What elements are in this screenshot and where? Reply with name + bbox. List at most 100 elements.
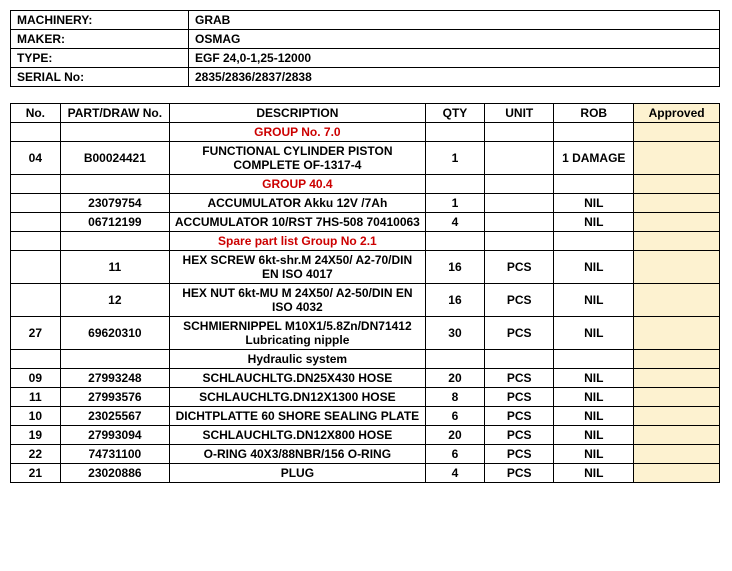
table-row: 2123020886PLUG4PCSNIL <box>11 464 720 483</box>
cell-unit <box>485 142 554 175</box>
cell-qty: 8 <box>425 388 484 407</box>
cell-part: 27993094 <box>60 426 169 445</box>
cell-no <box>11 123 61 142</box>
table-row: Hydraulic system <box>11 350 720 369</box>
cell-no: 10 <box>11 407 61 426</box>
cell-desc: O-RING 40X3/88NBR/156 O-RING <box>170 445 426 464</box>
table-row: 1127993576SCHLAUCHLTG.DN12X1300 HOSE8PCS… <box>11 388 720 407</box>
cell-rob: NIL <box>554 194 634 213</box>
cell-rob: NIL <box>554 464 634 483</box>
cell-qty: 4 <box>425 213 484 232</box>
cell-part <box>60 175 169 194</box>
cell-appr <box>634 369 720 388</box>
cell-rob: NIL <box>554 426 634 445</box>
cell-desc: ACCUMULATOR 10/RST 7HS-508 70410063 <box>170 213 426 232</box>
cell-desc: SCHLAUCHLTG.DN12X1300 HOSE <box>170 388 426 407</box>
cell-qty <box>425 175 484 194</box>
cell-desc: GROUP 40.4 <box>170 175 426 194</box>
cell-rob: NIL <box>554 388 634 407</box>
cell-no: 04 <box>11 142 61 175</box>
cell-part <box>60 232 169 251</box>
header-part: PART/DRAW No. <box>60 104 169 123</box>
cell-part: 06712199 <box>60 213 169 232</box>
cell-part: 27993248 <box>60 369 169 388</box>
meta-label-maker: MAKER: <box>11 30 189 49</box>
cell-rob: NIL <box>554 369 634 388</box>
cell-rob: NIL <box>554 407 634 426</box>
cell-part: 23079754 <box>60 194 169 213</box>
meta-label-machinery: MACHINERY: <box>11 11 189 30</box>
table-row: Spare part list Group No 2.1 <box>11 232 720 251</box>
table-row: 04B00024421FUNCTIONAL CYLINDER PISTON CO… <box>11 142 720 175</box>
header-rob: ROB <box>554 104 634 123</box>
cell-part: B00024421 <box>60 142 169 175</box>
cell-no: 27 <box>11 317 61 350</box>
meta-row-type: TYPE: EGF 24,0-1,25-12000 <box>11 49 720 68</box>
cell-part: 27993576 <box>60 388 169 407</box>
table-row: 23079754ACCUMULATOR Akku 12V /7Ah1 NIL <box>11 194 720 213</box>
cell-desc: HEX NUT 6kt-MU M 24X50/ A2-50/DIN EN ISO… <box>170 284 426 317</box>
cell-qty: 1 <box>425 194 484 213</box>
cell-desc: HEX SCREW 6kt-shr.M 24X50/ A2-70/DIN EN … <box>170 251 426 284</box>
cell-appr <box>634 213 720 232</box>
meta-table: MACHINERY: GRAB MAKER: OSMAG TYPE: EGF 2… <box>10 10 720 87</box>
header-desc: DESCRIPTION <box>170 104 426 123</box>
header-unit: UNIT <box>485 104 554 123</box>
cell-qty: 6 <box>425 407 484 426</box>
cell-rob <box>554 232 634 251</box>
cell-qty: 16 <box>425 251 484 284</box>
cell-desc: GROUP No. 7.0 <box>170 123 426 142</box>
cell-unit <box>485 350 554 369</box>
cell-desc: SCHLAUCHLTG.DN12X800 HOSE <box>170 426 426 445</box>
table-row: 0927993248SCHLAUCHLTG.DN25X430 HOSE20PCS… <box>11 369 720 388</box>
cell-rob: 1 DAMAGE <box>554 142 634 175</box>
cell-desc: PLUG <box>170 464 426 483</box>
cell-no <box>11 350 61 369</box>
header-approved: Approved <box>634 104 720 123</box>
cell-no: 11 <box>11 388 61 407</box>
cell-no <box>11 213 61 232</box>
cell-part <box>60 350 169 369</box>
cell-rob: NIL <box>554 213 634 232</box>
table-row: 06712199ACCUMULATOR 10/RST 7HS-508 70410… <box>11 213 720 232</box>
cell-rob: NIL <box>554 284 634 317</box>
cell-part: 12 <box>60 284 169 317</box>
cell-qty: 30 <box>425 317 484 350</box>
cell-unit <box>485 213 554 232</box>
cell-appr <box>634 388 720 407</box>
cell-no <box>11 232 61 251</box>
cell-unit: PCS <box>485 317 554 350</box>
cell-appr <box>634 407 720 426</box>
cell-desc: DICHTPLATTE 60 SHORE SEALING PLATE <box>170 407 426 426</box>
meta-value-machinery: GRAB <box>189 11 720 30</box>
cell-rob: NIL <box>554 445 634 464</box>
meta-label-type: TYPE: <box>11 49 189 68</box>
cell-rob <box>554 350 634 369</box>
header-no: No. <box>11 104 61 123</box>
cell-desc: Hydraulic system <box>170 350 426 369</box>
cell-qty: 20 <box>425 426 484 445</box>
cell-desc: Spare part list Group No 2.1 <box>170 232 426 251</box>
table-row: 11HEX SCREW 6kt-shr.M 24X50/ A2-70/DIN E… <box>11 251 720 284</box>
cell-desc: ACCUMULATOR Akku 12V /7Ah <box>170 194 426 213</box>
cell-qty: 20 <box>425 369 484 388</box>
cell-no <box>11 284 61 317</box>
cell-unit: PCS <box>485 388 554 407</box>
table-row: 2769620310SCHMIERNIPPEL M10X1/5.8Zn/DN71… <box>11 317 720 350</box>
cell-desc: SCHLAUCHLTG.DN25X430 HOSE <box>170 369 426 388</box>
meta-value-serial: 2835/2836/2837/2838 <box>189 68 720 87</box>
table-row: 2274731100O-RING 40X3/88NBR/156 O-RING6P… <box>11 445 720 464</box>
cell-no: 21 <box>11 464 61 483</box>
cell-unit <box>485 175 554 194</box>
table-row: 1927993094SCHLAUCHLTG.DN12X800 HOSE20PCS… <box>11 426 720 445</box>
table-row: 1023025567DICHTPLATTE 60 SHORE SEALING P… <box>11 407 720 426</box>
meta-row-maker: MAKER: OSMAG <box>11 30 720 49</box>
cell-qty <box>425 232 484 251</box>
parts-header-row: No. PART/DRAW No. DESCRIPTION QTY UNIT R… <box>11 104 720 123</box>
cell-qty: 1 <box>425 142 484 175</box>
cell-rob: NIL <box>554 317 634 350</box>
cell-unit: PCS <box>485 251 554 284</box>
table-row: 12HEX NUT 6kt-MU M 24X50/ A2-50/DIN EN I… <box>11 284 720 317</box>
meta-row-machinery: MACHINERY: GRAB <box>11 11 720 30</box>
cell-rob <box>554 175 634 194</box>
